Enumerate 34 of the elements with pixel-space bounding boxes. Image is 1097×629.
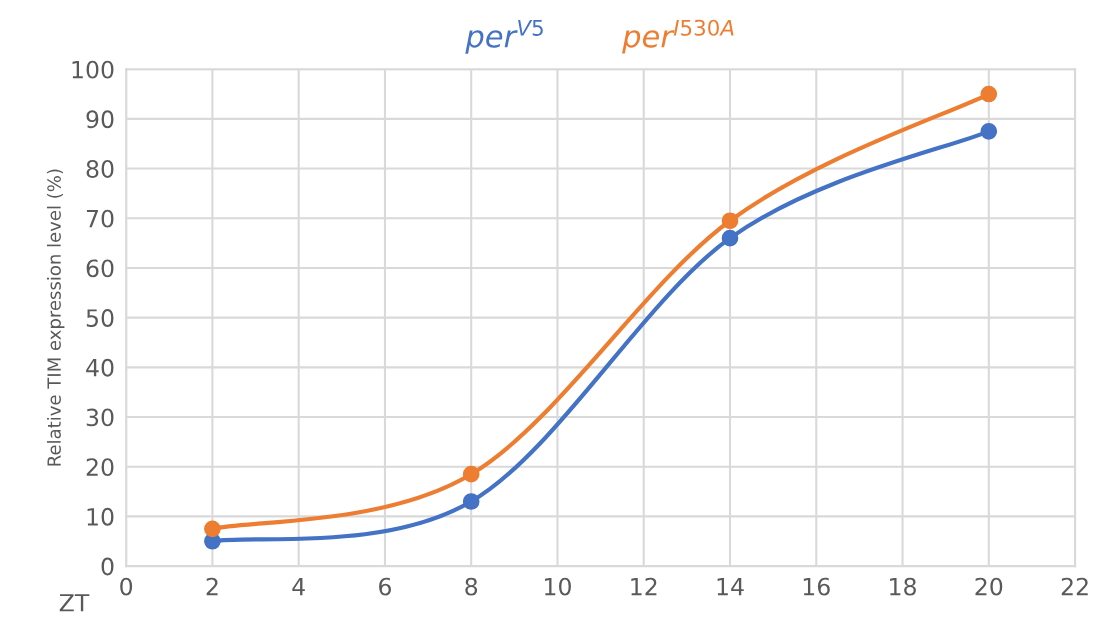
text: per$^{I530A}$ <box>622 19 734 54</box>
y-tick-label: 0 <box>101 557 114 576</box>
point <box>462 465 480 483</box>
point <box>462 493 480 510</box>
y-tick-label: 40 <box>86 358 114 377</box>
y-tick-label: 70 <box>86 209 114 228</box>
x-tick-label: 14 <box>717 577 744 596</box>
x-axis-title: ZT <box>59 594 90 612</box>
y-tick-label: 50 <box>86 309 114 327</box>
x-tick-label: 22 <box>1061 577 1088 596</box>
x-tick-label: 10 <box>545 577 571 596</box>
x-tick-label: 8 <box>465 577 478 596</box>
y-tick-label: 100 <box>72 60 114 79</box>
x-tick-label: 16 <box>803 577 830 596</box>
y-tick-label: 60 <box>86 259 114 278</box>
y-axis-title: Relative TIM expression level (%) <box>46 169 65 466</box>
x-tick-label: 18 <box>890 577 916 596</box>
y-tick-label: 80 <box>86 160 114 178</box>
y-tick-label: 30 <box>86 408 114 427</box>
point <box>204 520 221 538</box>
x-tick-label: 6 <box>379 577 391 596</box>
point <box>721 212 739 230</box>
point <box>980 122 998 140</box>
x-tick-label: 2 <box>206 577 218 596</box>
x-tick-label: 0 <box>120 577 133 596</box>
text: per$^{V5}$ <box>465 20 543 54</box>
y-tick-label: 90 <box>86 110 114 129</box>
y-tick-label: 20 <box>86 458 114 477</box>
point <box>721 229 739 247</box>
x-tick-label: 4 <box>292 577 305 596</box>
point <box>980 85 998 103</box>
x-tick-label: 20 <box>975 577 1003 596</box>
y-tick-label: 10 <box>87 507 114 526</box>
x-tick-label: 12 <box>631 577 657 596</box>
